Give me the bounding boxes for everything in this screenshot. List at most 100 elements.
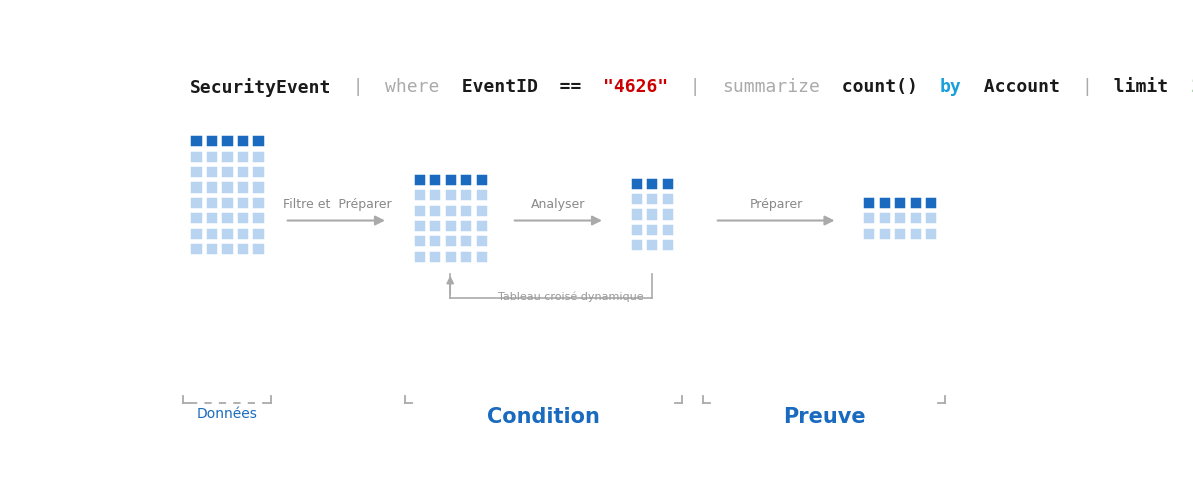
Text: Tableau croisé dynamique: Tableau croisé dynamique (499, 292, 644, 302)
Bar (413, 219, 426, 232)
Text: Données: Données (197, 407, 258, 421)
Bar (630, 207, 643, 220)
Text: Filtre et  Préparer: Filtre et Préparer (283, 198, 391, 211)
Text: Account: Account (962, 78, 1081, 96)
Bar (221, 196, 234, 209)
Text: |: | (330, 78, 385, 96)
Bar (645, 223, 659, 236)
Bar (475, 188, 488, 201)
Bar (661, 207, 674, 220)
Bar (661, 192, 674, 205)
Bar (661, 238, 674, 252)
Text: Préparer: Préparer (749, 198, 803, 211)
Bar (205, 165, 218, 178)
Bar (413, 234, 426, 247)
Bar (252, 150, 265, 163)
Text: 10: 10 (1189, 78, 1193, 96)
Bar (645, 238, 659, 252)
Bar (909, 211, 922, 224)
Bar (428, 173, 441, 186)
Bar (475, 219, 488, 232)
Bar (236, 150, 249, 163)
Bar (252, 196, 265, 209)
Bar (925, 211, 938, 224)
Bar (909, 227, 922, 240)
Bar (205, 134, 218, 147)
Bar (444, 234, 457, 247)
Text: count(): count() (820, 78, 940, 96)
Bar (236, 196, 249, 209)
Text: Preuve: Preuve (783, 407, 865, 427)
Bar (863, 196, 876, 209)
Bar (459, 250, 472, 263)
Bar (475, 173, 488, 186)
Bar (661, 177, 674, 190)
Text: by: by (940, 78, 962, 96)
Bar (252, 181, 265, 194)
Bar (878, 196, 891, 209)
Bar (205, 242, 218, 255)
Bar (236, 227, 249, 240)
Bar (645, 192, 659, 205)
Bar (878, 211, 891, 224)
Bar (205, 227, 218, 240)
Bar (236, 134, 249, 147)
Bar (190, 165, 203, 178)
Bar (925, 227, 938, 240)
Text: "4626": "4626" (602, 78, 668, 96)
Bar (252, 165, 265, 178)
Bar (661, 223, 674, 236)
Bar (645, 207, 659, 220)
Text: SecurityEvent: SecurityEvent (190, 78, 330, 97)
Bar (413, 250, 426, 263)
Bar (630, 238, 643, 252)
Bar (645, 177, 659, 190)
Bar (252, 227, 265, 240)
Bar (444, 204, 457, 217)
Bar (190, 181, 203, 194)
Bar (630, 177, 643, 190)
Bar (459, 173, 472, 186)
Bar (894, 211, 907, 224)
Bar (428, 188, 441, 201)
Bar (459, 219, 472, 232)
Text: summarize: summarize (722, 78, 820, 96)
Bar (413, 188, 426, 201)
Bar (190, 150, 203, 163)
Bar (221, 181, 234, 194)
Text: Analyser: Analyser (531, 198, 586, 211)
Text: |: | (668, 78, 722, 96)
Bar (205, 196, 218, 209)
Bar (190, 134, 203, 147)
Bar (413, 204, 426, 217)
Bar (909, 196, 922, 209)
Text: limit: limit (1092, 78, 1189, 96)
Bar (252, 242, 265, 255)
Bar (221, 150, 234, 163)
Bar (894, 196, 907, 209)
Bar (236, 165, 249, 178)
Bar (925, 196, 938, 209)
Bar (444, 219, 457, 232)
Bar (205, 181, 218, 194)
Bar (236, 181, 249, 194)
Bar (444, 173, 457, 186)
Bar (205, 211, 218, 224)
Bar (413, 173, 426, 186)
Bar (236, 211, 249, 224)
Bar (190, 242, 203, 255)
Text: Condition: Condition (487, 407, 600, 427)
Bar (236, 242, 249, 255)
Bar (630, 223, 643, 236)
Bar (459, 204, 472, 217)
Bar (190, 211, 203, 224)
Bar (221, 211, 234, 224)
Bar (863, 227, 876, 240)
Text: where: where (385, 78, 439, 96)
Bar (205, 150, 218, 163)
Bar (428, 250, 441, 263)
Bar (863, 211, 876, 224)
Bar (221, 165, 234, 178)
Bar (444, 188, 457, 201)
Bar (630, 192, 643, 205)
